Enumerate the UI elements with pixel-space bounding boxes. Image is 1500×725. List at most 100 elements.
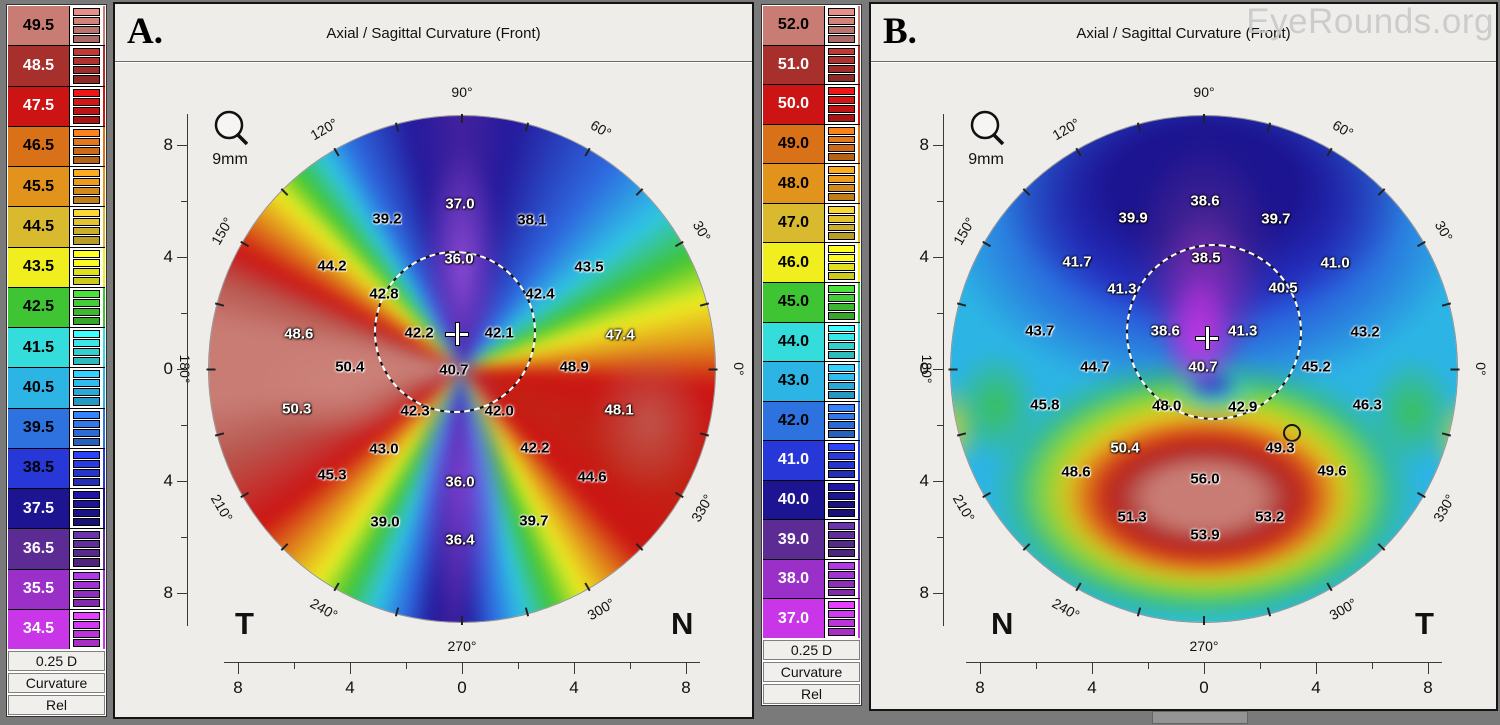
scale-substep — [828, 126, 855, 135]
curvature-value: 50.4 — [335, 358, 365, 376]
y-tick-label: 8 — [163, 135, 173, 154]
scale-entry-value: 42.5 — [22, 298, 55, 316]
curvature-value: 43.0 — [369, 440, 399, 458]
scale-substep — [828, 311, 855, 320]
degree-label: 90° — [1193, 84, 1215, 100]
curvature-value: 39.7 — [519, 512, 549, 530]
pupil-edge-circle — [374, 251, 536, 413]
curvature-value: 39.9 — [1118, 209, 1148, 227]
curvature-value: 49.3 — [1265, 439, 1295, 457]
scale-entry-value: 35.5 — [22, 580, 55, 598]
scale-substep — [73, 549, 100, 558]
scale-substep — [828, 491, 855, 500]
magnifier-icon: 9mm — [209, 108, 257, 173]
scale-substep — [73, 218, 100, 227]
y-axis-tick — [933, 369, 943, 370]
scale-substep — [73, 48, 100, 57]
scale-substep — [828, 548, 855, 557]
y-tick-label: 8 — [919, 583, 929, 602]
scale-entry-value: 39.0 — [777, 530, 810, 548]
scale-entry-value: 51.0 — [777, 55, 810, 73]
scale-entry-substeps — [824, 599, 858, 638]
scale-step-label: 0.25 D — [763, 640, 860, 660]
orientation-label-left: N — [991, 606, 1014, 641]
scale-substep — [828, 284, 855, 293]
orientation-label-left: T — [235, 606, 254, 641]
scale-entry: 43.0 — [763, 361, 860, 401]
scale-substep — [828, 540, 855, 548]
x-tick-label: 8 — [1423, 678, 1433, 697]
scale-substep — [828, 482, 855, 491]
scale-substep — [828, 272, 855, 280]
scale-substep — [828, 25, 855, 34]
curvature-value: 42.2 — [404, 324, 434, 342]
scale-substep — [828, 628, 855, 636]
scale-substep — [828, 460, 855, 469]
scale-substep — [828, 500, 855, 509]
scale-substep — [73, 629, 100, 638]
scale-substep — [73, 26, 100, 35]
curvature-value: 45.2 — [1301, 358, 1331, 376]
y-tick-label: 0 — [919, 359, 929, 378]
x-axis-minor-tick — [630, 662, 631, 669]
apex-cross-marker — [1194, 325, 1220, 351]
scale-substep — [828, 351, 855, 360]
curvature-value: 43.7 — [1025, 322, 1055, 340]
scale-substep — [73, 388, 100, 397]
scale-substep — [73, 611, 100, 620]
scale-substep — [828, 56, 855, 65]
curvature-value: 53.2 — [1255, 508, 1285, 526]
y-tick-label: 4 — [163, 247, 173, 266]
scale-entry-substeps — [824, 441, 858, 480]
y-tick-label: 8 — [163, 583, 173, 602]
scale-substep — [73, 289, 100, 298]
scale-entry: 38.0 — [763, 558, 860, 599]
curvature-value: 42.2 — [520, 439, 550, 457]
scale-substep — [73, 146, 100, 155]
x-axis-minor-tick — [1036, 662, 1037, 669]
scale-substep — [73, 106, 100, 115]
curvature-value: 45.8 — [1030, 396, 1060, 414]
pupil-edge-circle — [1126, 244, 1302, 420]
scale-entry-substeps — [69, 86, 103, 126]
curvature-value: 48.6 — [1061, 463, 1091, 481]
scale-entry-value: 36.5 — [22, 539, 55, 557]
scale-substep — [828, 588, 855, 597]
scale-entry-substeps — [69, 448, 103, 488]
scale-type-label: Rel — [763, 684, 860, 704]
scale-substep — [828, 531, 855, 540]
scale-substep — [828, 412, 855, 421]
curvature-value: 43.2 — [1350, 323, 1380, 341]
scale-substep — [73, 115, 100, 124]
scale-substep — [828, 302, 855, 311]
y-axis-tick — [177, 593, 187, 594]
scale-substep — [828, 469, 855, 478]
x-axis-tick — [686, 662, 687, 674]
x-axis-minor-tick — [518, 662, 519, 669]
scale-substep — [828, 47, 855, 56]
scale-substep — [828, 232, 855, 241]
curvature-value: 50.3 — [282, 400, 312, 418]
plot-area-b: 90° 60° 30° 0° 330° 300° 270° 240° 210° 180° 150° 1… — [871, 64, 1496, 709]
scale-substep — [73, 258, 100, 267]
scale-substep — [828, 381, 855, 390]
panel-label: B. — [883, 11, 917, 52]
color-scale-entries: 49.5 48.5 47.5 46.5 45.5 44.5 43.5 42.5 41.5 40.5… — [8, 6, 105, 649]
scale-entry-substeps — [69, 126, 103, 166]
x-axis-tick — [350, 662, 351, 674]
y-axis-tick — [177, 145, 187, 146]
scale-entry-substeps — [824, 282, 858, 322]
scale-entry-value: 43.5 — [22, 258, 55, 276]
curvature-value: 36.4 — [445, 531, 475, 549]
x-axis-tick — [1204, 662, 1205, 674]
scale-entry-substeps — [824, 322, 858, 362]
curvature-value: 44.2 — [317, 257, 347, 275]
scale-entry-substeps — [824, 124, 858, 164]
scale-substep — [828, 254, 855, 263]
scale-substep — [828, 153, 855, 162]
curvature-value: 44.7 — [1080, 358, 1110, 376]
point-ring-marker — [1283, 424, 1301, 442]
scale-substep — [828, 509, 855, 518]
curvature-value: 42.1 — [484, 324, 514, 342]
scale-substep — [73, 509, 100, 518]
